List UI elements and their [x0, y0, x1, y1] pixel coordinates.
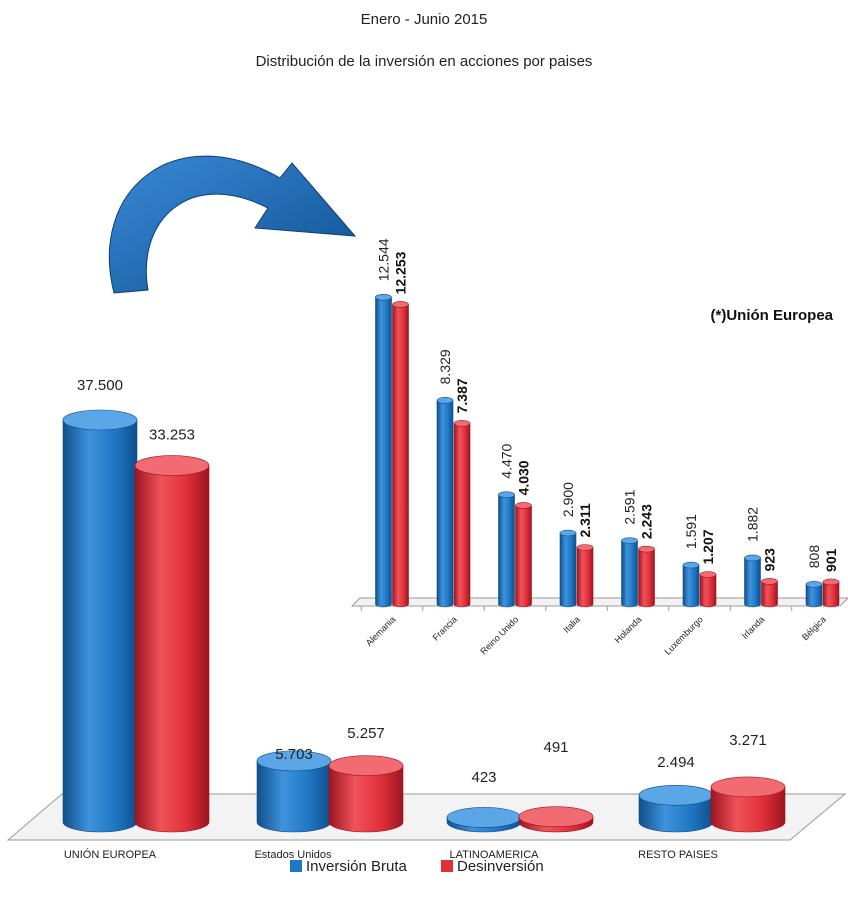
bar-eu-inversion-7 — [805, 580, 823, 608]
category-label-main-1: Estados Unidos — [254, 849, 332, 861]
curved-arrow-icon — [108, 155, 357, 294]
legend-swatch-inversion — [290, 860, 302, 872]
category-label-main-3: RESTO PAISES — [638, 849, 718, 861]
bar-main-desinversion-3 — [710, 776, 786, 833]
category-label-eu-7: Bélgica — [800, 614, 828, 642]
bar-main-desinversion-1 — [328, 755, 404, 833]
data-label-eu-inversion-5: 1.591 — [683, 514, 699, 549]
bar-main-inversion-0 — [62, 409, 138, 833]
bar-main-inversion-1 — [256, 750, 332, 833]
bar-eu-inversion-1 — [436, 397, 454, 608]
data-label-main-inversion-3: 2.494 — [657, 754, 695, 771]
bar-eu-inversion-6 — [744, 554, 761, 608]
bar-eu-desinversion-6 — [761, 578, 778, 608]
bar-eu-desinversion-0 — [392, 301, 409, 608]
bar-eu-desinversion-1 — [453, 420, 471, 608]
chart-title: Enero - Junio 2015 — [361, 11, 488, 28]
bar-main-desinversion-0 — [134, 455, 210, 833]
bar-eu-inversion-0 — [375, 293, 392, 608]
data-label-eu-desinversion-2: 4.030 — [516, 460, 532, 495]
data-label-eu-inversion-3: 2.900 — [560, 482, 576, 517]
bar-eu-desinversion-3 — [576, 544, 594, 608]
category-label-eu-4: Holanda — [613, 614, 644, 645]
category-label-eu-1: Francia — [431, 614, 459, 642]
bar-eu-desinversion-7 — [822, 578, 840, 608]
data-label-eu-desinversion-3: 2.311 — [577, 503, 593, 537]
data-label-eu-desinversion-4: 2.243 — [639, 504, 655, 539]
data-label-main-desinversion-1: 5.257 — [347, 725, 385, 742]
data-label-main-desinversion-3: 3.271 — [729, 732, 767, 749]
data-label-main-desinversion-0: 33.253 — [149, 427, 195, 444]
data-label-eu-desinversion-6: 923 — [762, 548, 778, 572]
data-label-main-desinversion-2: 491 — [543, 739, 568, 756]
data-label-eu-inversion-6: 1.882 — [745, 507, 761, 542]
data-label-main-inversion-0: 37.500 — [77, 377, 123, 394]
legend-swatch-desinversion — [441, 860, 453, 872]
bar-eu-inversion-4 — [621, 537, 638, 608]
inset-title: (*)Unión Europea — [711, 307, 834, 324]
bar-main-desinversion-2 — [518, 806, 594, 833]
data-label-eu-desinversion-5: 1.207 — [700, 529, 716, 564]
category-label-eu-0: Alemania — [364, 614, 398, 648]
category-label-main-2: LATINOAMERICA — [449, 849, 539, 861]
main-floor — [6, 793, 847, 841]
category-label-main-0: UNIÓN EUROPEA — [64, 848, 157, 861]
data-label-eu-inversion-2: 4.470 — [499, 443, 515, 478]
bar-eu-desinversion-5 — [699, 571, 717, 608]
legend-label-inversion: Inversión Bruta — [306, 858, 408, 875]
bar-eu-desinversion-2 — [515, 502, 532, 608]
chart-subtitle: Distribución de la inversión en acciones… — [256, 53, 593, 70]
bar-main-inversion-3 — [638, 784, 714, 833]
category-label-eu-2: Reino Unido — [478, 614, 520, 656]
data-label-eu-inversion-4: 2.591 — [622, 489, 638, 524]
legend-label-desinversion: Desinversión — [457, 858, 544, 875]
data-label-eu-desinversion-1: 7.387 — [454, 378, 470, 413]
bar-eu-desinversion-4 — [638, 545, 655, 608]
category-label-eu-5: Luxemburgo — [662, 614, 704, 656]
data-label-main-inversion-1: 5.703 — [275, 746, 313, 763]
data-label-main-inversion-2: 423 — [471, 769, 496, 786]
data-label-eu-inversion-7: 808 — [806, 545, 822, 569]
data-label-eu-inversion-1: 8.329 — [437, 349, 453, 384]
data-label-eu-inversion-0: 12.544 — [376, 238, 392, 281]
bar-eu-inversion-2 — [498, 491, 515, 608]
data-label-eu-desinversion-0: 12.253 — [393, 251, 409, 294]
category-label-eu-3: Italia — [561, 614, 582, 635]
category-label-eu-6: Irlanda — [740, 614, 767, 641]
bar-eu-inversion-3 — [559, 529, 577, 608]
bar-eu-inversion-5 — [682, 561, 700, 608]
data-label-eu-desinversion-7: 901 — [823, 548, 839, 572]
legend: Inversión Bruta Desinversión — [290, 858, 544, 875]
bar-main-inversion-2 — [446, 807, 522, 833]
